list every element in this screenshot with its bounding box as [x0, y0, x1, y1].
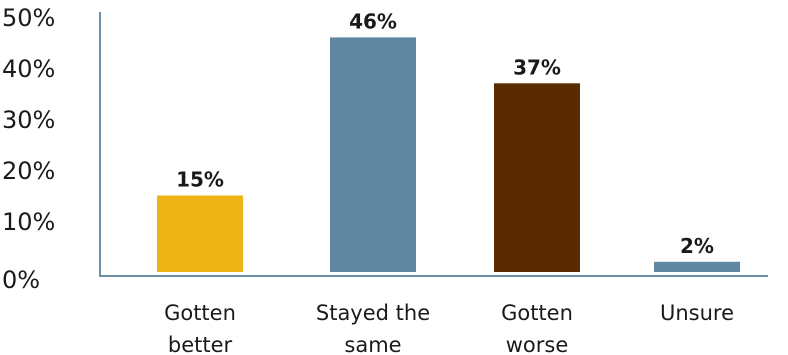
data-label: 46% — [349, 9, 397, 33]
category-label: Unsure — [660, 301, 734, 325]
data-labels: 15% 46% 37% 2% — [176, 9, 714, 257]
category-label: worse — [506, 333, 569, 355]
y-tick-label: 50% — [2, 4, 55, 32]
y-tick-label: 0% — [2, 266, 40, 294]
category-label: Gotten — [501, 301, 573, 325]
category-label: better — [168, 333, 233, 355]
data-label: 15% — [176, 168, 224, 192]
y-tick-label: 20% — [2, 157, 55, 185]
y-tick-labels: 0% 10% 20% 30% 40% 50% — [2, 4, 55, 294]
category-label: Gotten — [164, 301, 236, 325]
data-label: 37% — [513, 55, 561, 79]
bars — [157, 37, 740, 273]
y-tick-label: 30% — [2, 106, 55, 134]
data-label: 2% — [680, 234, 714, 258]
category-label: same — [344, 333, 401, 355]
y-tick-label: 10% — [2, 208, 55, 236]
y-tick-label: 40% — [2, 55, 55, 83]
bar — [330, 37, 416, 273]
category-label: Stayed the — [316, 301, 430, 325]
category-labels: Gotten better Stayed the same Gotten worse Uns… — [164, 301, 734, 355]
bar — [494, 83, 580, 272]
bar — [157, 195, 243, 272]
bar — [654, 261, 740, 272]
